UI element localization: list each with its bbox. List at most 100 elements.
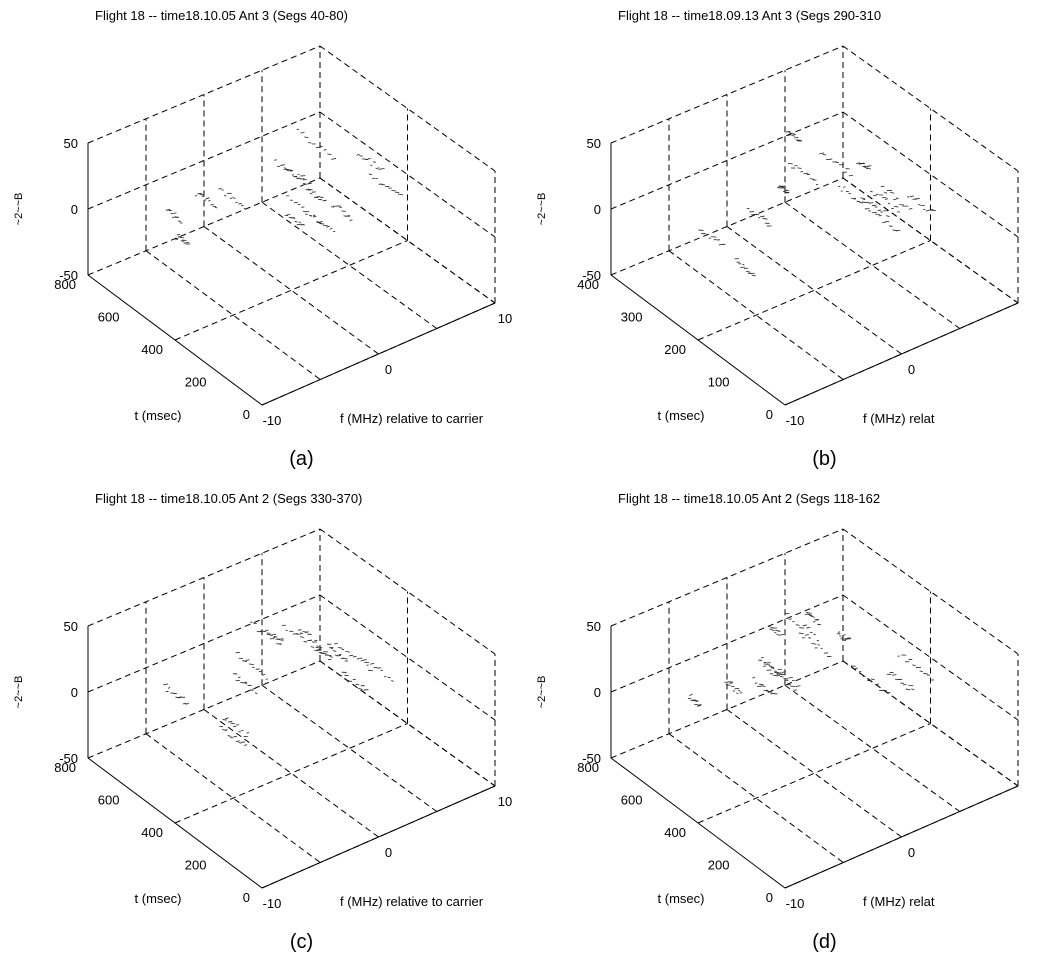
waterfall-traces xyxy=(165,128,404,245)
panel-label: (d) xyxy=(812,931,836,953)
trace-mark xyxy=(837,631,841,633)
z-tick-label: -50 xyxy=(59,268,78,283)
grid-line xyxy=(261,201,438,329)
trace-mark xyxy=(812,621,816,623)
trace-mark xyxy=(894,205,899,208)
trace-mark xyxy=(352,655,357,658)
trace-mark xyxy=(163,683,169,686)
x-axis-label: f (MHz) relative to carrier xyxy=(340,894,484,909)
grid-line xyxy=(726,226,902,355)
y-tick-label: 400 xyxy=(141,825,163,840)
trace-mark xyxy=(811,616,815,618)
chart-panel-b: Flight 18 -- time18.09.13 Ant 3 (Segs 29… xyxy=(536,8,1019,470)
grid-line xyxy=(842,177,1019,304)
trace-mark xyxy=(754,682,758,684)
trace-mark xyxy=(887,202,891,205)
panel-label: (c) xyxy=(290,931,313,953)
trace-mark xyxy=(286,169,290,172)
trace-mark xyxy=(296,177,301,180)
trace-mark xyxy=(760,656,764,659)
grid-line xyxy=(319,45,496,172)
trace-mark xyxy=(300,632,304,635)
trace-mark xyxy=(237,676,241,679)
trace-mark xyxy=(780,186,784,188)
trace-mark xyxy=(871,204,877,207)
trace-mark xyxy=(906,196,910,198)
y-tick-label: 0 xyxy=(243,407,250,422)
trace-mark xyxy=(197,192,203,195)
trace-mark xyxy=(252,688,256,690)
trace-mark xyxy=(294,221,298,223)
x-axis-label: f (MHz) relat xyxy=(863,411,935,426)
grid-line xyxy=(842,594,1019,721)
x-axis-label: f (MHz) relative to carrier xyxy=(340,411,484,426)
x-tick-label: 0 xyxy=(385,362,392,377)
trace-mark xyxy=(911,688,915,691)
trace-mark xyxy=(840,637,843,639)
trace-mark xyxy=(296,128,300,131)
trace-mark xyxy=(742,263,745,266)
trace-mark xyxy=(342,657,348,660)
trace-mark xyxy=(902,683,907,686)
trace-mark xyxy=(779,633,785,636)
trace-mark xyxy=(781,671,786,673)
y-tick-label: 0 xyxy=(766,407,773,422)
trace-mark xyxy=(224,729,228,731)
trace-mark xyxy=(214,206,218,209)
trace-mark xyxy=(347,679,350,682)
grid-line xyxy=(319,528,496,655)
trace-mark xyxy=(292,633,298,635)
waterfall-traces xyxy=(698,130,936,277)
trace-mark xyxy=(776,633,780,636)
trace-mark xyxy=(175,216,178,218)
trace-mark xyxy=(391,680,394,682)
trace-mark xyxy=(201,195,204,197)
trace-mark xyxy=(811,642,817,645)
trace-mark xyxy=(768,691,773,693)
trace-mark xyxy=(273,636,278,638)
trace-mark xyxy=(222,719,227,721)
trace-mark xyxy=(283,167,287,169)
f-axis-line xyxy=(784,785,1019,889)
trace-mark xyxy=(263,630,267,633)
z-tick-label: 50 xyxy=(587,136,601,151)
trace-mark xyxy=(175,696,180,699)
trace-mark xyxy=(767,661,771,664)
trace-mark xyxy=(186,243,191,245)
y-tick-label: 0 xyxy=(766,890,773,905)
trace-mark xyxy=(315,646,319,649)
trace-mark xyxy=(864,165,869,168)
trace-mark xyxy=(308,214,313,217)
trace-mark xyxy=(380,669,384,672)
z-tick-label: 0 xyxy=(594,202,601,217)
x-axis-label: f (MHz) relat xyxy=(863,894,935,909)
z-tick-label: 50 xyxy=(587,619,601,634)
trace-mark xyxy=(697,704,702,707)
trace-mark xyxy=(229,197,233,200)
trace-mark xyxy=(375,167,380,170)
trace-mark xyxy=(285,629,288,632)
trace-mark xyxy=(316,196,321,198)
trace-mark xyxy=(280,164,285,166)
trace-mark xyxy=(890,192,895,194)
trace-mark xyxy=(394,191,400,194)
f-axis-line xyxy=(784,302,1019,406)
trace-mark xyxy=(863,166,867,169)
x-tick-label: -10 xyxy=(263,413,282,428)
trace-mark xyxy=(304,136,309,139)
trace-mark xyxy=(912,664,916,666)
grid-line xyxy=(784,201,961,329)
trace-mark xyxy=(310,646,315,648)
z-axis-label: ~2~~B xyxy=(13,676,25,709)
trace-mark xyxy=(802,624,808,627)
grid-line xyxy=(697,240,931,341)
trace-mark xyxy=(304,631,309,634)
trace-mark xyxy=(908,207,913,210)
chart-panel-a: Flight 18 -- time18.10.05 Ant 3 (Segs 40… xyxy=(13,8,512,470)
trace-mark xyxy=(327,153,332,156)
trace-mark xyxy=(809,178,815,180)
t-axis-line xyxy=(610,757,786,889)
grid-line xyxy=(174,240,408,341)
trace-mark xyxy=(397,193,404,196)
trace-mark xyxy=(329,655,333,658)
